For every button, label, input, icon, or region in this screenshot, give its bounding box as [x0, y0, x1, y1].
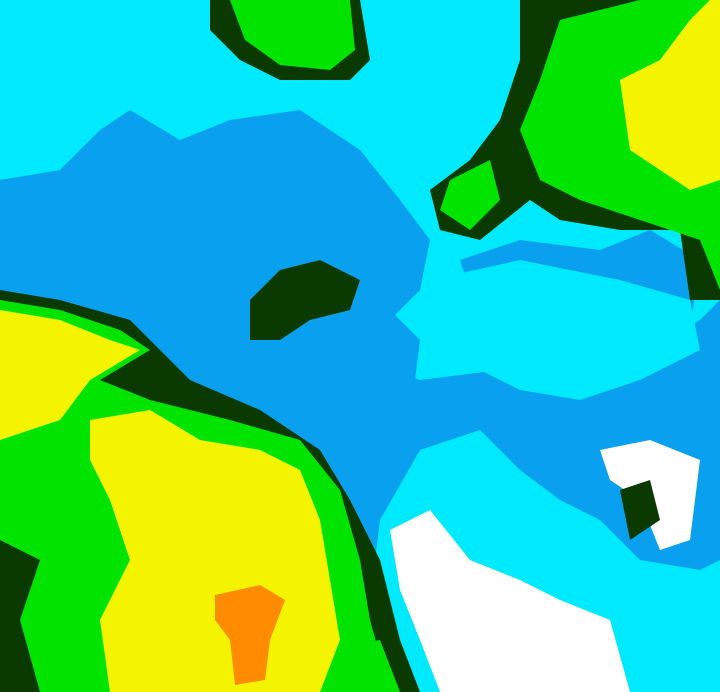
orange-region: [215, 585, 285, 685]
